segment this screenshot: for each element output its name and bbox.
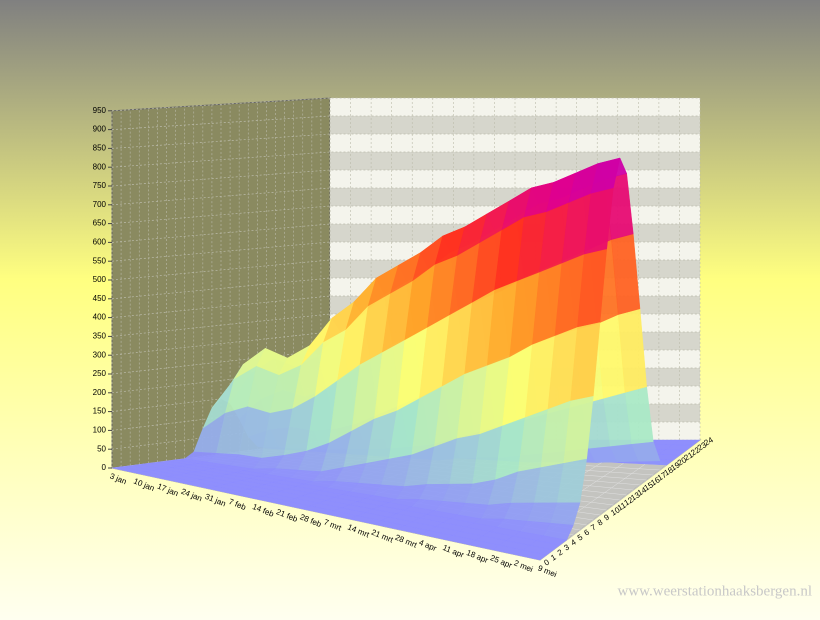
z-tick-label: 550 bbox=[93, 256, 107, 265]
y-tick-label: 3 bbox=[563, 542, 572, 552]
z-tick-label: 750 bbox=[93, 181, 107, 190]
y-tick-label: 6 bbox=[583, 527, 592, 537]
z-tick-label: 350 bbox=[93, 332, 107, 341]
z-tick-label: 800 bbox=[93, 162, 107, 171]
z-tick-label: 950 bbox=[93, 106, 107, 115]
y-tick-label: 1 bbox=[549, 552, 558, 562]
z-tick-label: 900 bbox=[93, 125, 107, 134]
z-tick-label: 850 bbox=[93, 144, 107, 153]
z-tick-label: 50 bbox=[97, 444, 106, 453]
watermark: www.weerstationhaaksbergen.nl bbox=[617, 583, 812, 599]
surface-cell bbox=[515, 549, 548, 561]
y-tick-label: 5 bbox=[576, 532, 585, 542]
z-tick-label: 600 bbox=[93, 238, 107, 247]
z-tick-label: 0 bbox=[102, 463, 107, 472]
z-tick-label: 100 bbox=[93, 426, 107, 435]
z-tick-label: 400 bbox=[93, 313, 107, 322]
z-tick-label: 450 bbox=[93, 294, 107, 303]
z-tick-label: 200 bbox=[93, 388, 107, 397]
z-tick-label: 250 bbox=[93, 369, 107, 378]
back-wall-band bbox=[330, 116, 700, 134]
z-tick-label: 650 bbox=[93, 219, 107, 228]
y-tick-label: 4 bbox=[569, 537, 578, 547]
grid-line bbox=[111, 367, 700, 394]
z-tick-label: 500 bbox=[93, 275, 107, 284]
y-tick-label: 7 bbox=[589, 522, 598, 532]
y-tick-label: 9 bbox=[603, 512, 612, 522]
z-tick-label: 300 bbox=[93, 350, 107, 359]
grid-line bbox=[111, 421, 700, 450]
y-tick-label: 0 bbox=[543, 557, 552, 567]
z-tick-label: 150 bbox=[93, 407, 107, 416]
grid-line bbox=[111, 385, 700, 412]
z-tick-label: 700 bbox=[93, 200, 107, 209]
surface bbox=[111, 157, 701, 561]
y-tick-label: 2 bbox=[556, 547, 565, 557]
y-tick-label: 8 bbox=[596, 517, 605, 527]
